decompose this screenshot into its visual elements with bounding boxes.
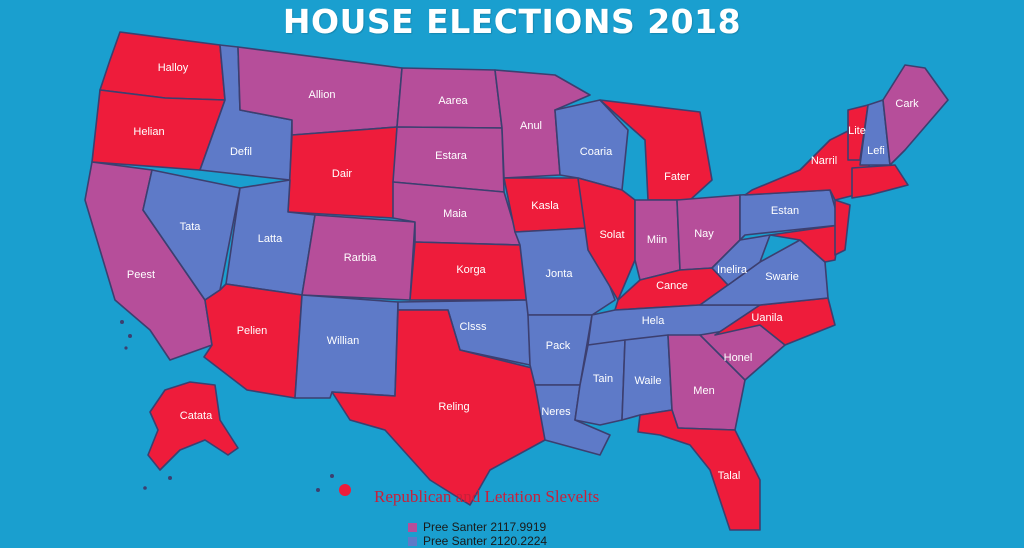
legend-title: Republican and Letation Slevelts <box>374 487 600 506</box>
state-alabama[interactable] <box>621 334 673 421</box>
state-south-dakota[interactable] <box>392 126 505 193</box>
island-marks <box>120 320 351 496</box>
state-kansas[interactable] <box>409 241 529 301</box>
map-title: HOUSE ELECTIONS 2018 <box>282 2 742 41</box>
state-arizona[interactable] <box>203 283 303 399</box>
state-west-virginia[interactable] <box>711 234 771 286</box>
state-new-england-south[interactable] <box>851 164 909 199</box>
state-colorado[interactable] <box>301 214 416 301</box>
state-virginia[interactable] <box>699 239 829 306</box>
state-washington[interactable] <box>99 31 226 101</box>
state-indiana[interactable] <box>634 199 681 281</box>
legend-label: Pree Santer 2117.9919 <box>423 520 547 534</box>
legend-item: Pree Santer 2117.9919 <box>408 520 546 534</box>
state-maine[interactable] <box>882 64 949 166</box>
state-florida[interactable] <box>637 409 761 531</box>
legend-item: Pree Santer 2120.2224 <box>408 534 547 548</box>
state-iowa[interactable] <box>503 177 589 233</box>
legend-swatch <box>408 522 417 532</box>
legend-label: Pree Santer 2120.2224 <box>423 534 548 548</box>
state-new-mexico[interactable] <box>294 294 399 399</box>
state-alaska[interactable] <box>147 381 239 471</box>
state-north-dakota[interactable] <box>396 67 503 129</box>
state-wyoming[interactable] <box>287 126 398 219</box>
state-new-jersey[interactable] <box>834 199 851 256</box>
state-delaware-maryland[interactable] <box>769 224 841 263</box>
state-texas[interactable] <box>331 309 546 506</box>
